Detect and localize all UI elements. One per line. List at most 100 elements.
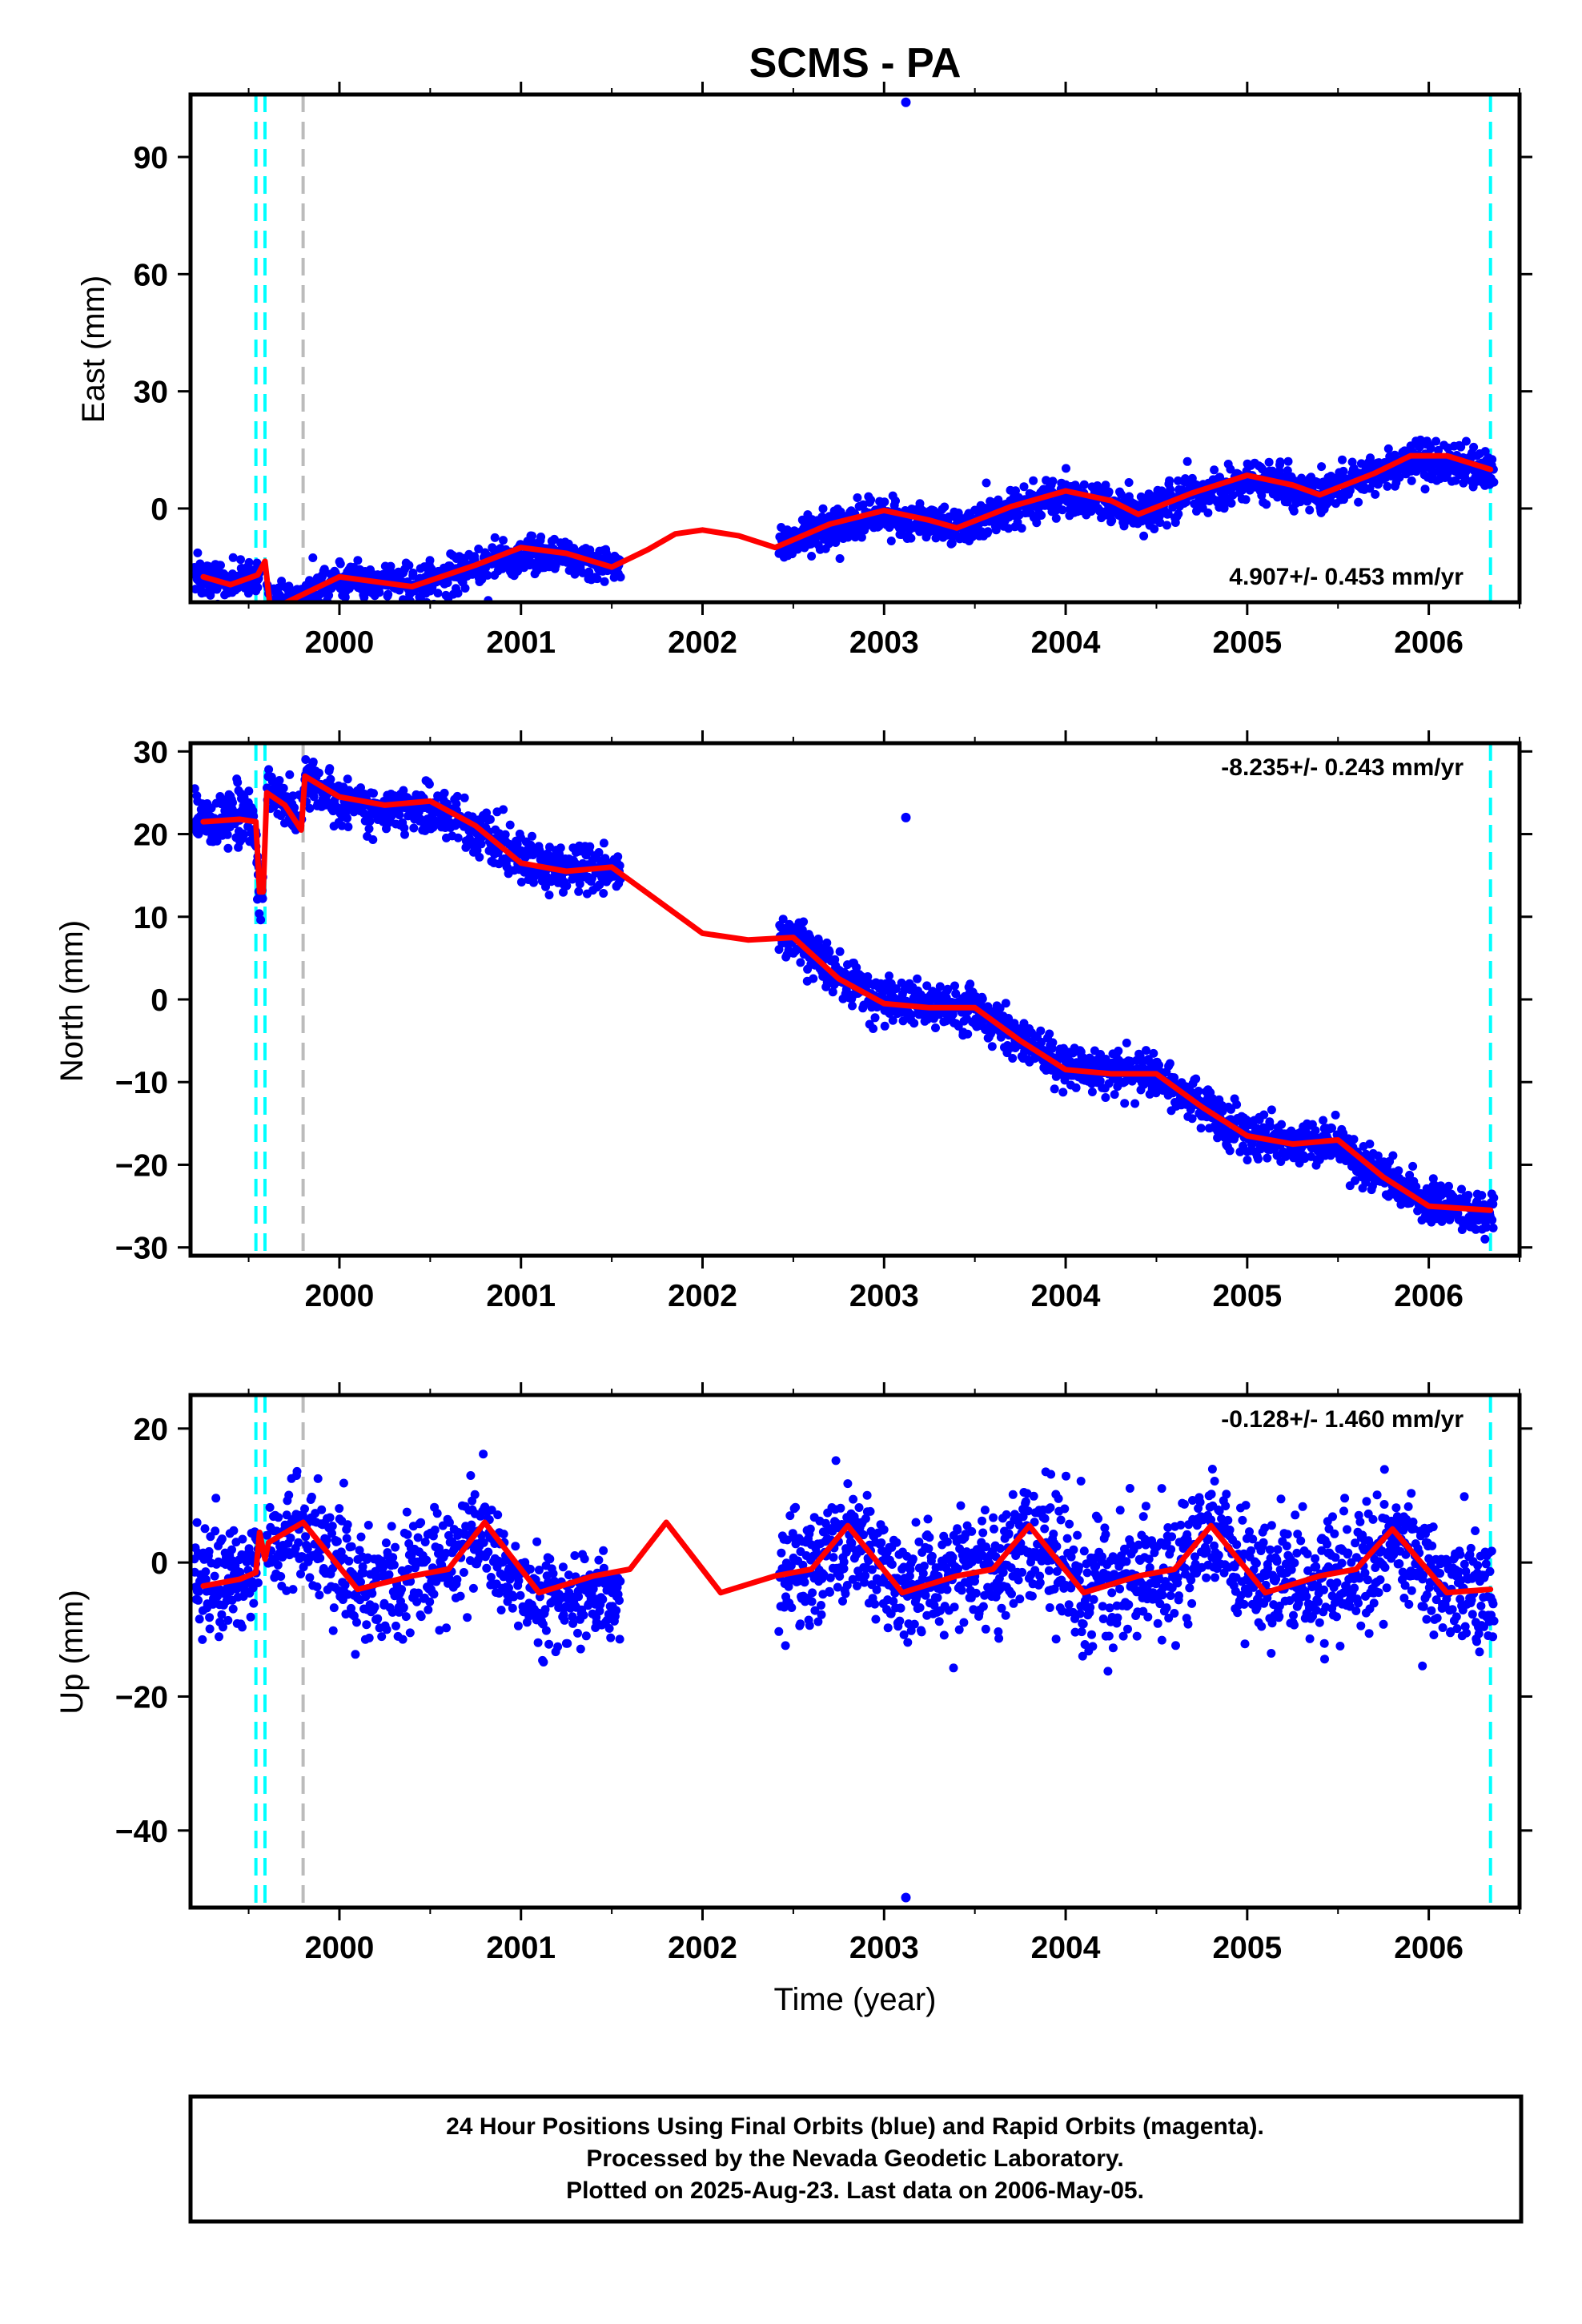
up-data-point (205, 1624, 215, 1634)
up-data-point (219, 1622, 227, 1632)
up-data-point (412, 1597, 422, 1606)
up-data-point (391, 1542, 400, 1552)
up-data-point (463, 1613, 472, 1622)
north-data-point (1428, 1174, 1438, 1184)
north-data-point (1411, 1182, 1421, 1192)
up-data-point (276, 1572, 286, 1581)
east-data-point (216, 561, 225, 570)
north-data-point (595, 880, 604, 890)
up-data-point (435, 1626, 444, 1635)
east-data-point (236, 555, 245, 565)
east-data-point (1032, 518, 1042, 528)
east-data-point (1338, 455, 1347, 464)
north-data-point (1326, 1151, 1335, 1160)
up-data-point (305, 1573, 315, 1582)
north-data-point (1008, 1054, 1018, 1063)
up-data-point (312, 1582, 322, 1591)
up-data-point (516, 1590, 525, 1600)
north-data-point (541, 882, 550, 891)
north-data-point (440, 788, 449, 798)
up-data-point (511, 1542, 520, 1551)
east-data-point (1469, 442, 1479, 452)
east-data-point (1210, 465, 1219, 475)
east-data-point (853, 493, 862, 502)
north-data-point (1351, 1176, 1359, 1185)
north-data-point (585, 842, 595, 851)
north-data-point (1071, 1083, 1081, 1092)
east-x-tick-label-2001: 2001 (486, 625, 556, 660)
east-data-point (886, 537, 896, 545)
up-data-point (533, 1638, 543, 1647)
north-data-point (1482, 1223, 1492, 1232)
east-data-point (1317, 462, 1327, 472)
north-data-point (943, 984, 953, 994)
up-data-point (508, 1603, 517, 1613)
north-data-point (1194, 1087, 1203, 1096)
up-data-point (430, 1526, 440, 1534)
up-data-point (286, 1534, 295, 1542)
up-data-point (432, 1509, 442, 1518)
up-data-point (253, 1578, 263, 1587)
east-data-point (308, 553, 318, 562)
up-data-point (370, 1602, 379, 1612)
east-data-point (1305, 505, 1315, 515)
east-data-point (1488, 455, 1497, 464)
east-data-point (1395, 472, 1404, 482)
east-data-point (490, 533, 500, 542)
north-data-point (1060, 1076, 1070, 1085)
north-data-point (1488, 1216, 1497, 1224)
north-data-point (239, 830, 248, 839)
east-data-point (1029, 476, 1038, 485)
north-data-point (476, 839, 486, 849)
north-data-point (1365, 1140, 1375, 1148)
east-x-tick-label-2004: 2004 (1031, 625, 1101, 660)
east-x-tick-label-2006: 2006 (1394, 625, 1464, 660)
north-data-point (424, 779, 434, 789)
north-data-point (594, 848, 604, 857)
up-data-point (422, 1555, 432, 1565)
north-data-point (1373, 1151, 1383, 1160)
north-data-point (963, 1029, 973, 1039)
north-data-point (869, 1024, 878, 1033)
east-data-point (408, 569, 418, 577)
up-data-point (414, 1588, 424, 1598)
north-data-point (1151, 1088, 1161, 1098)
east-data-point (1283, 456, 1293, 466)
north-data-point (326, 774, 335, 784)
north-data-point (314, 768, 323, 778)
north-data-point (870, 1013, 880, 1023)
north-data-point (1408, 1161, 1418, 1171)
east-data-point (616, 573, 625, 582)
north-data-point (275, 776, 284, 785)
east-data-point (383, 589, 393, 599)
east-data-point (592, 574, 602, 584)
up-data-point (435, 1543, 444, 1553)
north-data-point (1480, 1234, 1490, 1244)
up-data-point (381, 1538, 391, 1548)
east-data-point (1107, 516, 1117, 525)
x-axis-label: Time (year) (774, 1982, 937, 2017)
east-data-point (1366, 453, 1375, 463)
up-data-point (493, 1510, 503, 1520)
up-data-point (401, 1612, 411, 1622)
east-data-point (386, 561, 396, 571)
east-data-point (335, 559, 345, 569)
up-data-point (194, 1586, 203, 1596)
up-data-point (315, 1554, 325, 1563)
north-x-tick-label-2006: 2006 (1394, 1279, 1464, 1313)
up-data-point (215, 1632, 223, 1642)
up-data-point (327, 1529, 336, 1538)
up-data-point (325, 1513, 335, 1522)
north-data-point (290, 803, 299, 813)
north-data-point (1266, 1121, 1275, 1131)
east-y-tick-label-60: 60 (134, 258, 168, 292)
east-data-point (453, 589, 463, 598)
north-data-point (1319, 1116, 1328, 1125)
north-data-point (452, 799, 461, 809)
north-data-point (1058, 1088, 1068, 1097)
east-data-point (324, 590, 334, 600)
east-data-point (443, 578, 452, 588)
up-data-point (376, 1556, 386, 1566)
east-data-point (1431, 436, 1441, 446)
